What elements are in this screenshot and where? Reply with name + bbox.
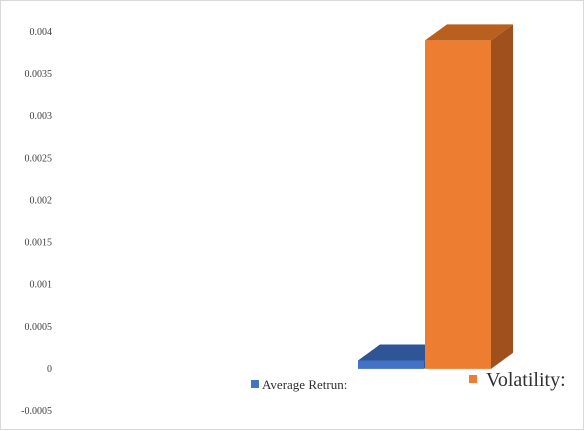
y-tick-label: 0.003 xyxy=(30,111,53,122)
legend: Average Retrun: Volatility: xyxy=(251,369,566,392)
y-axis-ticks: 0.004 0.0035 0.003 0.0025 0.002 0.0015 0.001 0.… xyxy=(21,27,52,417)
legend-label-average-return: Average Retrun: xyxy=(262,377,347,392)
y-tick-label: 0 xyxy=(47,364,52,375)
y-tick-label: 0.0025 xyxy=(25,153,53,164)
bar-volatility xyxy=(425,24,513,369)
bar-average-return-front xyxy=(358,360,424,369)
y-tick-label: 0.0005 xyxy=(25,322,53,333)
legend-swatch-volatility xyxy=(469,375,477,383)
bar-average-return-top xyxy=(358,344,446,361)
bar-volatility-side xyxy=(491,24,513,369)
legend-swatch-average-return xyxy=(251,380,259,388)
y-tick-label: 0.004 xyxy=(30,27,53,38)
y-tick-label: 0.002 xyxy=(30,195,53,206)
legend-label-volatility: Volatility: xyxy=(486,369,566,391)
y-tick-label: -0.0005 xyxy=(21,406,52,417)
bar-volatility-top xyxy=(425,24,513,41)
y-tick-label: 0.0035 xyxy=(25,69,53,80)
y-tick-label: 0.001 xyxy=(30,280,53,291)
y-tick-label: 0.0015 xyxy=(25,238,53,249)
bar-volatility-front xyxy=(425,40,491,369)
bars xyxy=(358,24,513,369)
